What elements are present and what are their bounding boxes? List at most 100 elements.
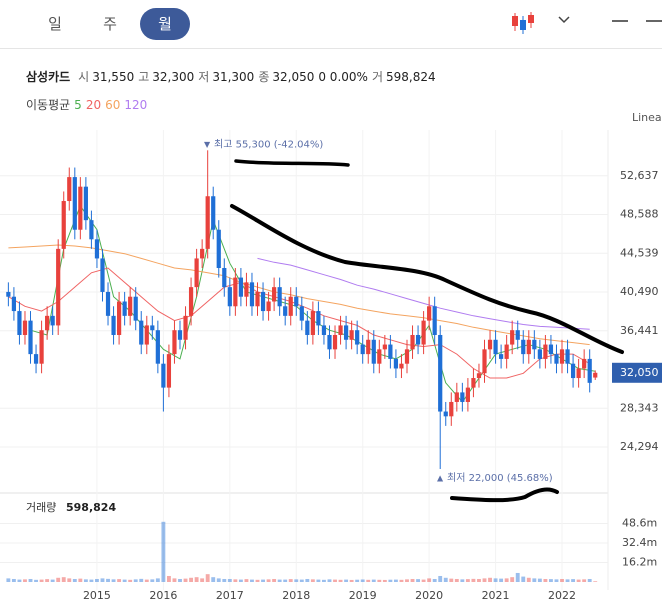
volume-title: 거래량 bbox=[26, 501, 56, 514]
candle-body bbox=[17, 311, 22, 335]
volume-bar bbox=[194, 577, 199, 582]
candle-body bbox=[144, 325, 149, 345]
volume-bar bbox=[521, 576, 526, 582]
y-tick-label: 16.2m bbox=[622, 555, 657, 568]
candle-body bbox=[432, 306, 437, 335]
candle-body bbox=[116, 301, 122, 335]
candle-body bbox=[587, 358, 592, 383]
volume-bar bbox=[537, 578, 542, 582]
scale-label[interactable]: Linear bbox=[632, 111, 662, 124]
candle-body bbox=[260, 291, 266, 312]
candle-body bbox=[493, 339, 498, 355]
x-tick-label: 2019 bbox=[349, 589, 377, 602]
x-tick-label: 2020 bbox=[415, 589, 443, 602]
volume-bar bbox=[233, 579, 238, 582]
candle-body bbox=[150, 325, 155, 331]
volume-bar bbox=[399, 579, 404, 582]
volume-bar bbox=[166, 575, 171, 582]
period-tab[interactable]: 주 bbox=[103, 15, 117, 33]
candle-body bbox=[183, 315, 188, 340]
volume-bar bbox=[432, 578, 437, 582]
x-tick-label: 2015 bbox=[83, 589, 111, 602]
candle-body bbox=[332, 334, 338, 350]
quote-label: 고 bbox=[138, 70, 150, 84]
volume-bar bbox=[222, 578, 227, 582]
dropdown-chevron[interactable] bbox=[558, 16, 570, 24]
candle-body bbox=[576, 368, 581, 379]
candle-body bbox=[454, 392, 459, 402]
volume-bar bbox=[299, 579, 304, 582]
volume-bar bbox=[34, 579, 38, 582]
candle-body bbox=[72, 177, 77, 230]
quote-label: 시 bbox=[78, 70, 90, 84]
y-tick-label: 24,294 bbox=[620, 440, 659, 453]
volume-bar bbox=[244, 579, 249, 582]
volume-bar bbox=[393, 579, 398, 582]
volume-bar bbox=[250, 579, 254, 582]
legend-entry: 120 bbox=[124, 98, 148, 112]
volume-bar bbox=[549, 579, 553, 582]
candle-body bbox=[238, 277, 244, 297]
volume-bar bbox=[576, 579, 581, 582]
volume-bar bbox=[327, 579, 332, 582]
volume-bar bbox=[410, 578, 415, 582]
volume-bar bbox=[178, 578, 182, 582]
candle-body bbox=[155, 330, 160, 364]
volume-bar bbox=[183, 578, 188, 582]
candle-body bbox=[548, 344, 554, 355]
volume-bar bbox=[460, 579, 465, 582]
period-tab[interactable]: 월 bbox=[140, 8, 190, 40]
candle-body bbox=[410, 334, 415, 350]
candle-body bbox=[476, 373, 482, 379]
volume-bar bbox=[349, 579, 354, 582]
volume-bar bbox=[261, 579, 265, 582]
candle-body bbox=[205, 196, 210, 249]
candle-body bbox=[499, 354, 504, 359]
ma-legend: 이동평균 5 20 60 120 bbox=[26, 96, 151, 113]
candle-body bbox=[111, 315, 116, 335]
price-label-box bbox=[612, 362, 662, 383]
ma-line bbox=[257, 257, 590, 330]
candle-body bbox=[200, 248, 205, 259]
chart-type-icon[interactable] bbox=[512, 12, 534, 34]
volume-bar bbox=[67, 578, 72, 582]
candle-body bbox=[255, 291, 260, 307]
volume-bar bbox=[504, 578, 509, 582]
candle-body bbox=[570, 363, 576, 379]
candle-body bbox=[316, 311, 321, 326]
ma-line bbox=[8, 267, 590, 379]
period-tab[interactable]: 일 bbox=[48, 15, 62, 33]
candle-body bbox=[50, 315, 55, 326]
volume-bar bbox=[144, 579, 149, 582]
volume-bar bbox=[493, 578, 498, 582]
volume-bar bbox=[133, 579, 138, 582]
candle-body bbox=[294, 296, 299, 307]
volume-bar bbox=[532, 578, 537, 582]
volume-bar bbox=[172, 578, 177, 582]
volume-bar bbox=[471, 578, 476, 582]
candle-body bbox=[105, 291, 111, 316]
volume-bar bbox=[305, 578, 310, 582]
annotations: 32,050 ▼ 최고 55,300 (-42.04%) ▲ 최저 22,000 (45… bbox=[204, 138, 662, 484]
volume-bar bbox=[499, 578, 504, 582]
y-tick-label: 32.4m bbox=[622, 536, 657, 549]
quote-value: 31,550 bbox=[92, 70, 135, 84]
volume-bar bbox=[266, 579, 271, 582]
volume-bar bbox=[582, 579, 587, 582]
volume-bar bbox=[211, 577, 216, 582]
candle-body bbox=[33, 354, 39, 364]
legend-entry: 5 bbox=[74, 98, 82, 112]
candle-body bbox=[11, 296, 17, 312]
ma-legend-title: 이동평균 bbox=[26, 98, 71, 112]
candle-body bbox=[438, 334, 443, 412]
volume-bar bbox=[139, 578, 144, 582]
stock-name: 삼성카드 bbox=[26, 70, 71, 84]
volume-bar bbox=[443, 577, 448, 582]
candle-body bbox=[266, 301, 271, 312]
candle-body bbox=[122, 301, 127, 316]
volume-bar bbox=[482, 578, 487, 582]
volume-bar bbox=[122, 579, 127, 582]
max-annotation: 최고 55,300 (-42.04%) bbox=[214, 138, 323, 150]
